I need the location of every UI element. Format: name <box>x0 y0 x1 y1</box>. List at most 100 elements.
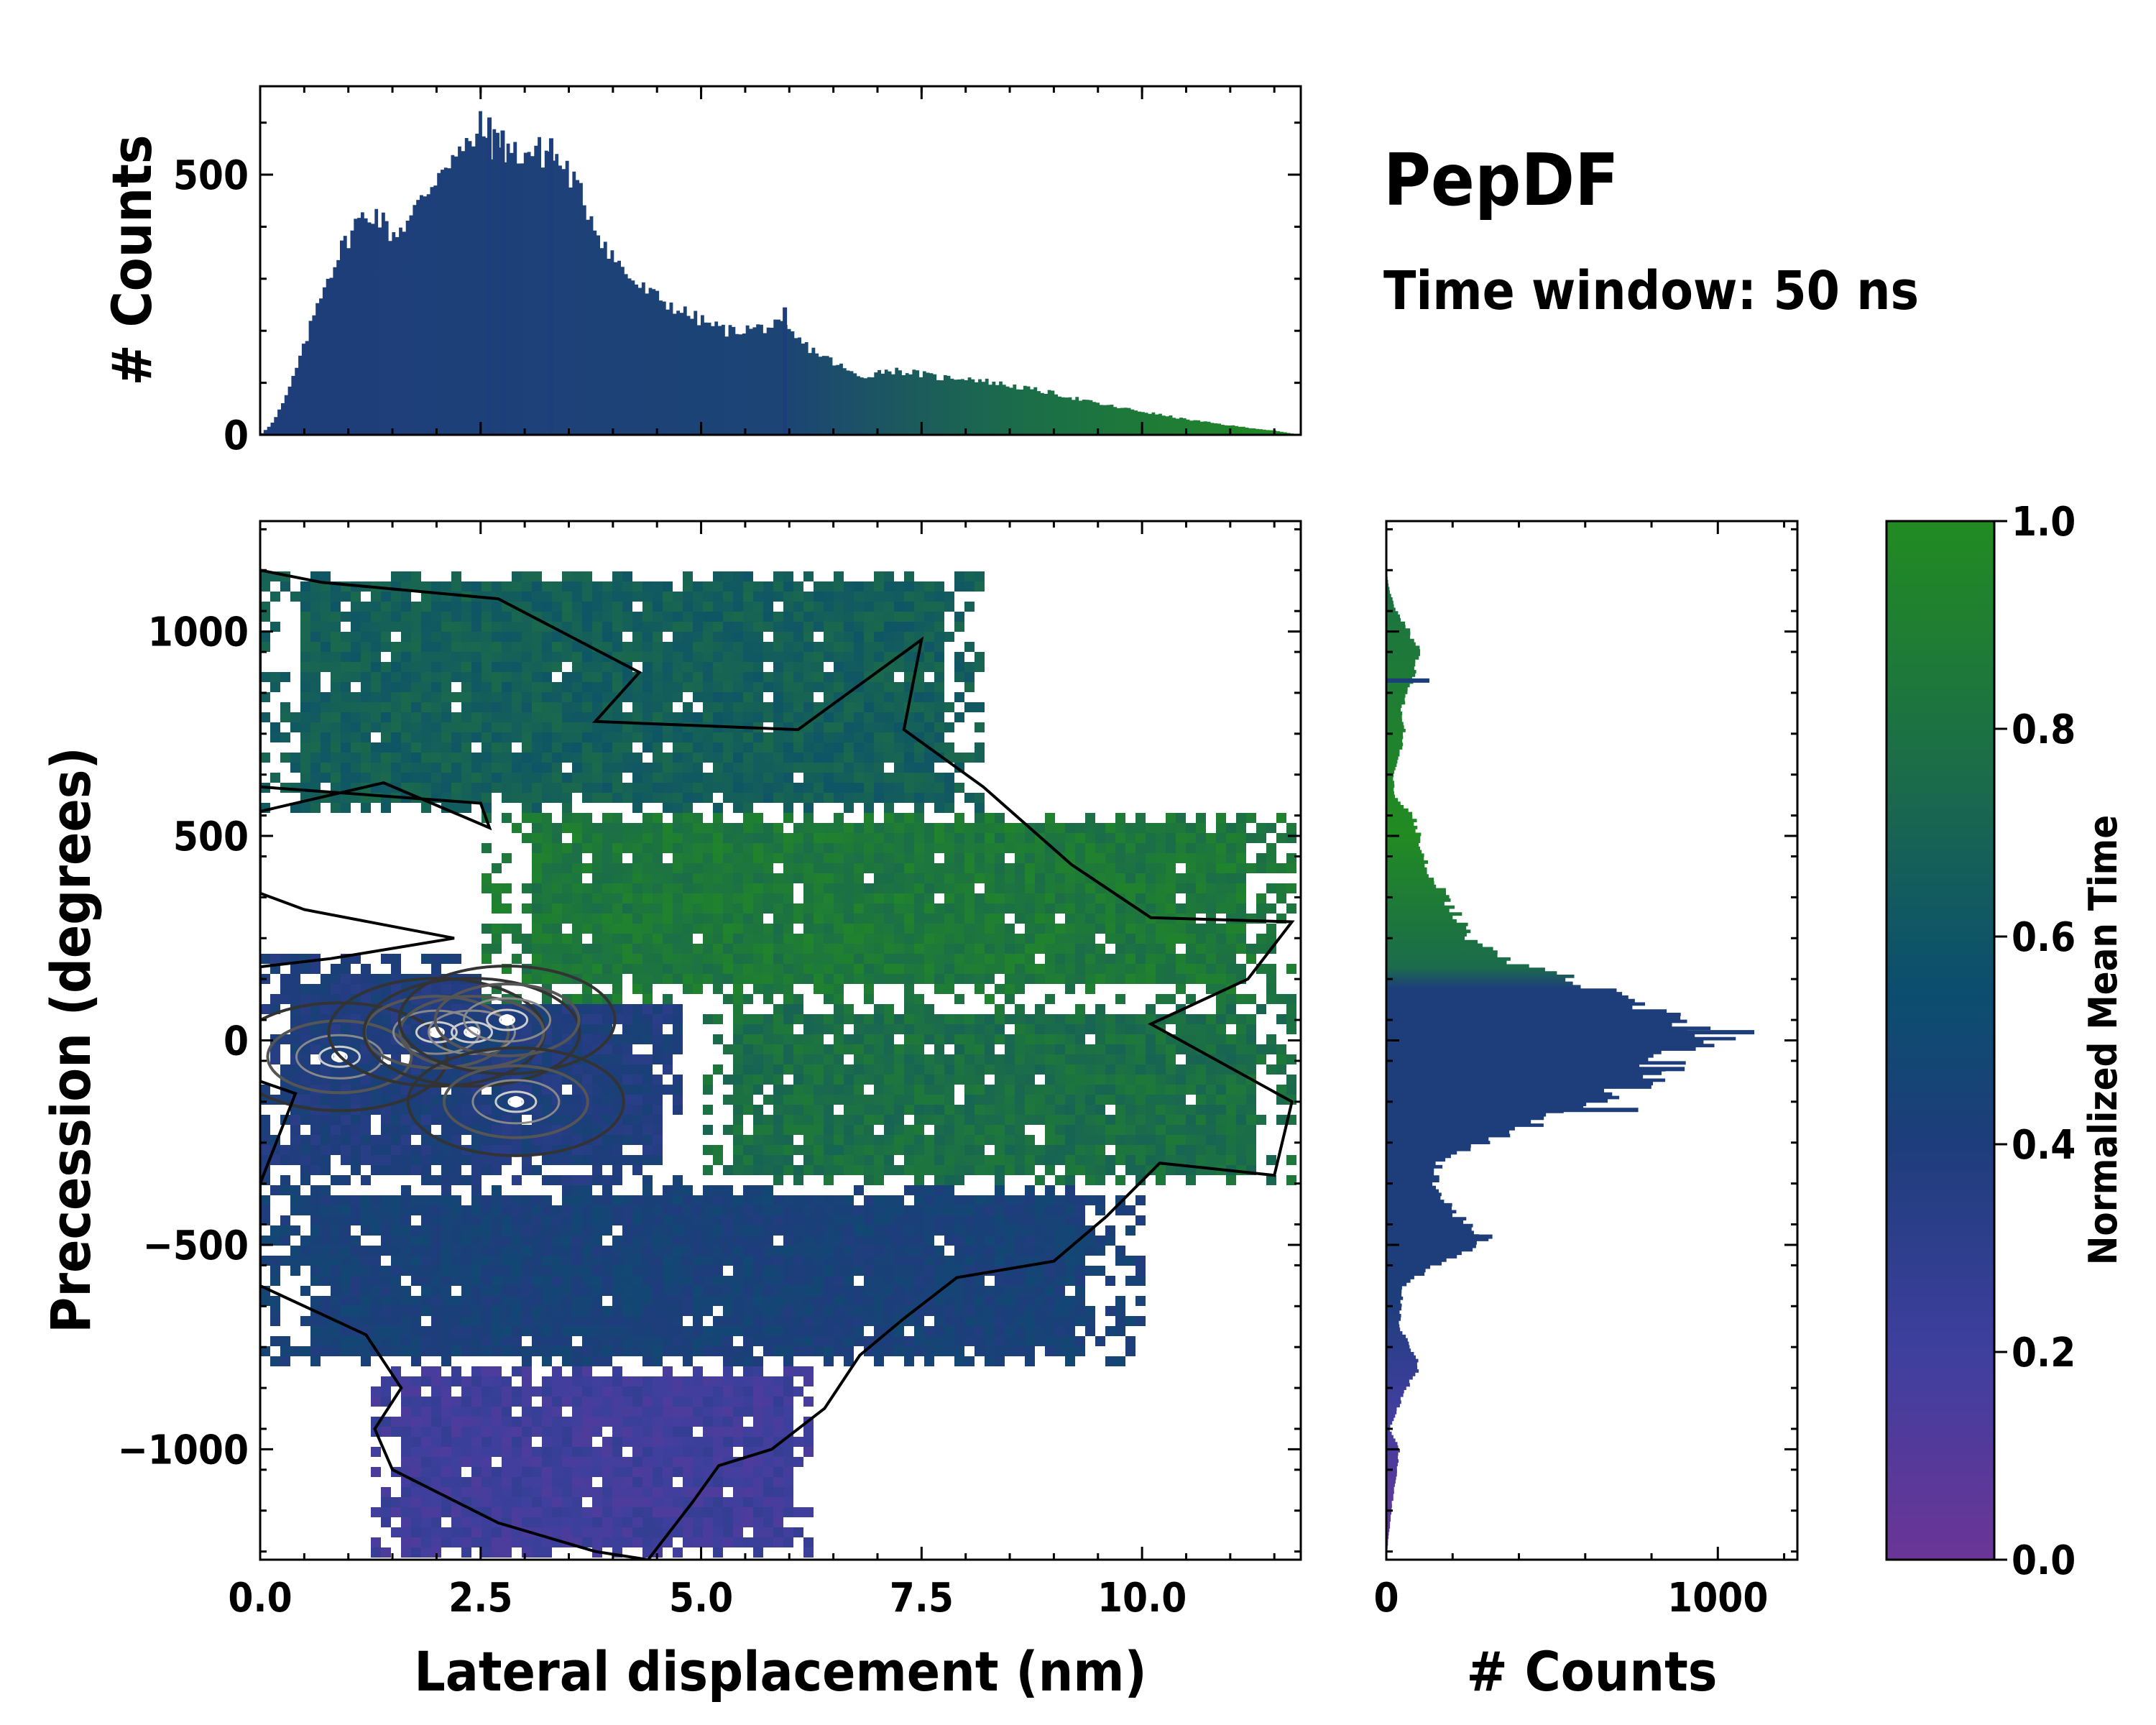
heatmap-pixel <box>733 944 743 954</box>
heatmap-pixel <box>793 1236 803 1246</box>
heatmap-pixel <box>582 1014 592 1024</box>
heatmap-pixel <box>924 652 934 662</box>
heatmap-pixel <box>582 592 592 602</box>
heatmap-pixel <box>914 964 924 974</box>
heatmap-pixel <box>391 622 401 632</box>
heatmap-pixel <box>814 742 824 753</box>
heatmap-pixel <box>401 1507 411 1517</box>
heatmap-pixel <box>391 1276 401 1286</box>
heatmap-pixel <box>542 1205 552 1215</box>
heatmap-pixel <box>723 742 733 753</box>
heatmap-pixel <box>884 793 894 803</box>
heatmap-pixel <box>723 1095 733 1105</box>
heatmap-pixel <box>632 1256 642 1266</box>
heatmap-pixel <box>522 934 532 944</box>
heatmap-pixel <box>290 1075 300 1085</box>
heatmap-pixel <box>673 1407 683 1417</box>
heatmap-pixel <box>904 783 914 793</box>
heatmap-pixel <box>622 592 632 602</box>
heatmap-pixel <box>864 732 874 742</box>
heatmap-pixel <box>471 1246 482 1256</box>
heatmap-pixel <box>502 652 512 662</box>
heatmap-pixel <box>522 1236 532 1246</box>
heatmap-pixel <box>401 1195 411 1205</box>
heatmap-pixel <box>290 1145 300 1155</box>
heatmap-pixel <box>773 1386 783 1397</box>
heatmap-pixel <box>803 612 814 622</box>
heatmap-pixel <box>713 1537 723 1547</box>
heatmap-pixel <box>351 602 361 612</box>
heatmap-pixel <box>632 1014 642 1024</box>
heatmap-pixel <box>864 1205 874 1215</box>
heatmap-pixel <box>743 753 753 763</box>
heatmap-pixel <box>914 753 924 763</box>
heatmap-pixel <box>552 1175 562 1185</box>
heatmap-pixel <box>391 1346 401 1356</box>
heatmap-pixel <box>904 903 914 914</box>
heatmap-pixel <box>451 1266 461 1276</box>
heatmap-pixel <box>502 1497 512 1507</box>
heatmap-pixel <box>663 903 673 914</box>
heatmap-pixel <box>773 1054 783 1064</box>
heatmap-pixel <box>502 1397 512 1407</box>
heatmap-pixel <box>814 1276 824 1286</box>
heatmap-pixel <box>683 1205 693 1215</box>
heatmap-pixel <box>803 1336 814 1346</box>
heatmap-pixel <box>864 1256 874 1266</box>
heatmap-pixel <box>904 1246 914 1256</box>
heatmap-pixel <box>894 1326 904 1336</box>
heatmap-pixel <box>743 914 753 924</box>
heatmap-pixel <box>814 903 824 914</box>
heatmap-pixel <box>391 702 401 712</box>
top-histogram-spike <box>783 307 788 435</box>
heatmap-pixel <box>451 1417 461 1427</box>
heatmap-pixel <box>864 692 874 702</box>
heatmap-pixel <box>381 1376 391 1386</box>
heatmap-pixel <box>653 954 663 964</box>
heatmap-pixel <box>582 1246 592 1256</box>
heatmap-pixel <box>482 1306 492 1316</box>
heatmap-pixel <box>542 863 552 873</box>
heatmap-pixel <box>854 662 864 672</box>
heatmap-pixel <box>703 1145 713 1155</box>
heatmap-pixel <box>532 1326 542 1336</box>
heatmap-pixel <box>391 1427 401 1437</box>
heatmap-pixel <box>542 1417 552 1427</box>
heatmap-pixel <box>713 893 723 903</box>
heatmap-pixel <box>793 632 803 642</box>
heatmap-pixel <box>904 1024 914 1034</box>
heatmap-pixel <box>532 1195 542 1205</box>
heatmap-pixel <box>763 1407 773 1417</box>
heatmap-pixel <box>552 1447 562 1457</box>
heatmap-pixel <box>763 672 773 682</box>
heatmap-pixel <box>502 903 512 914</box>
heatmap-pixel <box>461 1115 471 1125</box>
heatmap-pixel <box>612 984 622 994</box>
heatmap-pixel <box>522 581 532 592</box>
heatmap-pixel <box>280 1215 290 1225</box>
heatmap-pixel <box>683 974 693 984</box>
heatmap-pixel <box>310 672 321 682</box>
heatmap-pixel <box>783 954 793 964</box>
heatmap-pixel <box>310 722 321 732</box>
heatmap-pixel <box>693 662 703 672</box>
heatmap-pixel <box>431 1477 441 1487</box>
heatmap-pixel <box>542 1477 552 1487</box>
heatmap-pixel <box>874 1145 884 1155</box>
heatmap-pixel <box>642 581 653 592</box>
heatmap-pixel <box>663 1417 673 1427</box>
heatmap-pixel <box>622 903 632 914</box>
heatmap-pixel <box>532 592 542 602</box>
heatmap-pixel <box>492 883 502 893</box>
heatmap-pixel <box>763 1014 773 1024</box>
heatmap-pixel <box>441 632 451 642</box>
heatmap-pixel <box>743 833 753 843</box>
heatmap-pixel <box>803 1115 814 1125</box>
heatmap-pixel <box>884 1135 894 1145</box>
heatmap-pixel <box>401 1185 411 1195</box>
heatmap-pixel <box>592 1246 602 1256</box>
heatmap-pixel <box>824 1306 834 1316</box>
heatmap-pixel <box>471 722 482 732</box>
heatmap-pixel <box>783 753 793 763</box>
heatmap-pixel <box>703 1376 713 1386</box>
